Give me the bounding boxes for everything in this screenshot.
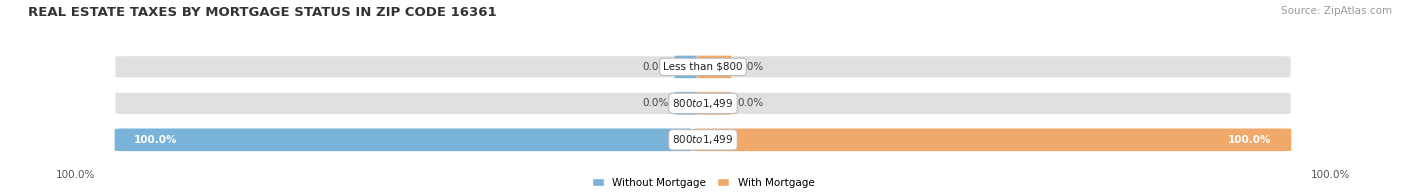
Text: $800 to $1,499: $800 to $1,499	[672, 97, 734, 110]
FancyBboxPatch shape	[673, 55, 709, 79]
Text: 100.0%: 100.0%	[134, 135, 177, 145]
Legend: Without Mortgage, With Mortgage: Without Mortgage, With Mortgage	[592, 178, 814, 188]
FancyBboxPatch shape	[114, 128, 1292, 152]
Text: Source: ZipAtlas.com: Source: ZipAtlas.com	[1281, 6, 1392, 16]
FancyBboxPatch shape	[692, 128, 1292, 152]
Text: REAL ESTATE TAXES BY MORTGAGE STATUS IN ZIP CODE 16361: REAL ESTATE TAXES BY MORTGAGE STATUS IN …	[28, 6, 496, 19]
Text: 100.0%: 100.0%	[1310, 170, 1350, 181]
Text: Less than $800: Less than $800	[664, 62, 742, 72]
FancyBboxPatch shape	[697, 55, 733, 79]
FancyBboxPatch shape	[114, 91, 1292, 115]
Text: 0.0%: 0.0%	[643, 98, 668, 108]
Text: 100.0%: 100.0%	[1229, 135, 1272, 145]
Text: 0.0%: 0.0%	[738, 98, 763, 108]
Text: 0.0%: 0.0%	[643, 62, 668, 72]
FancyBboxPatch shape	[697, 92, 733, 115]
FancyBboxPatch shape	[673, 92, 709, 115]
FancyBboxPatch shape	[114, 55, 1292, 79]
Text: $800 to $1,499: $800 to $1,499	[672, 133, 734, 146]
FancyBboxPatch shape	[114, 128, 714, 152]
Text: 100.0%: 100.0%	[56, 170, 96, 181]
Text: 0.0%: 0.0%	[738, 62, 763, 72]
